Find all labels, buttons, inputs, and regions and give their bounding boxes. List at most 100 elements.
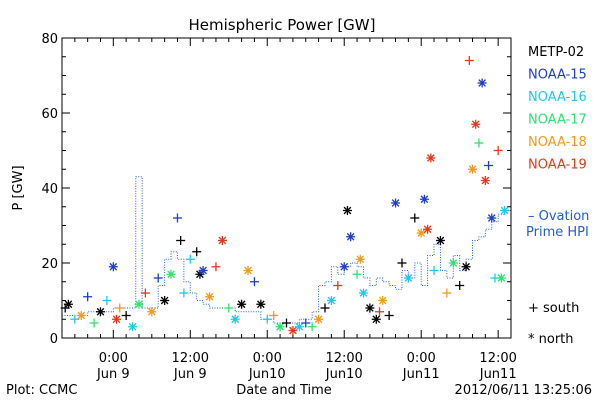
data-point-metp-02	[455, 281, 465, 290]
data-point-metp-02	[256, 299, 266, 309]
ovation-line	[62, 176, 511, 324]
data-point-metp-02	[384, 311, 394, 320]
data-point-noaa-16	[230, 314, 240, 324]
footer-left: Plot: CCMC	[6, 383, 77, 398]
data-point-noaa-15	[477, 78, 487, 88]
legend-item-noaa-19: NOAA-19	[528, 158, 587, 173]
data-point-noaa-18	[378, 296, 388, 305]
data-point-noaa-15	[346, 232, 356, 242]
data-point-noaa-17	[448, 258, 458, 268]
data-point-noaa-19	[471, 119, 481, 129]
x-tick-label-time: 12:00	[172, 351, 209, 366]
data-points	[60, 56, 510, 335]
y-tick-label: 80	[41, 32, 58, 47]
data-point-noaa-19	[464, 56, 474, 65]
data-point-noaa-16	[128, 322, 138, 332]
x-tick-label-date: Jun10	[325, 367, 363, 382]
data-point-noaa-19	[112, 314, 122, 324]
data-point-noaa-15	[198, 266, 208, 275]
legend: METP-02 NOAA-15 NOAA-16 NOAA-17 NOAA-18 NOAA-…	[528, 45, 587, 173]
data-point-noaa-19	[480, 176, 490, 185]
data-point-noaa-16	[326, 296, 336, 305]
data-point-noaa-15	[249, 277, 259, 287]
x-tick-label-date: Jun 9	[173, 367, 207, 382]
data-point-noaa-17	[89, 318, 99, 328]
legend-item-noaa-16: NOAA-16	[528, 90, 587, 105]
data-point-noaa-15	[301, 318, 311, 328]
legend-item-noaa-17: NOAA-17	[528, 113, 587, 128]
data-point-noaa-19	[211, 262, 221, 272]
marker-south-label: + south	[528, 301, 579, 316]
x-tick-label-date: Jun10	[248, 367, 286, 382]
footer-right: 2012/06/11 13:25:06	[455, 383, 592, 398]
data-point-noaa-15	[153, 273, 163, 283]
data-point-metp-02	[342, 206, 352, 215]
data-point-metp-02	[192, 247, 202, 257]
data-point-noaa-17	[352, 269, 362, 279]
y-tick-label: 0	[50, 332, 58, 347]
data-point-noaa-15	[339, 262, 349, 272]
data-point-noaa-19	[423, 224, 433, 234]
marker-north-label: * north	[528, 332, 574, 347]
x-tick-label-date: Jun11	[402, 367, 440, 382]
data-point-noaa-19	[375, 307, 385, 317]
data-point-metp-02	[410, 213, 420, 223]
data-point-noaa-16	[500, 206, 510, 215]
data-point-noaa-19	[288, 326, 298, 335]
ovation-label-line2: Prime HPI	[526, 225, 589, 240]
x-axis-label: Date and Time	[236, 383, 332, 398]
x-tick-label-time: 12:00	[479, 351, 516, 366]
data-point-noaa-16	[403, 273, 413, 283]
data-point-noaa-18	[243, 266, 253, 275]
data-point-metp-02	[237, 299, 247, 309]
data-point-metp-02	[95, 307, 105, 317]
data-point-noaa-16	[179, 288, 189, 298]
y-axis-label: P [GW]	[11, 165, 26, 210]
chart-title: Hemispheric Power [GW]	[189, 16, 376, 34]
data-point-metp-02	[121, 311, 131, 320]
data-point-noaa-16	[294, 322, 304, 332]
legend-item-noaa-18: NOAA-18	[528, 135, 587, 150]
y-tick-label: 40	[41, 182, 58, 197]
data-point-metp-02	[282, 318, 291, 328]
data-point-noaa-19	[140, 288, 150, 298]
x-tick-label-time: 0:00	[99, 351, 128, 366]
data-point-metp-02	[365, 303, 375, 313]
x-tick-label-date: Jun11	[479, 367, 517, 382]
y-tick-label: 60	[41, 107, 58, 122]
x-tick-label-time: 0:00	[407, 351, 436, 366]
data-point-noaa-17	[474, 138, 484, 148]
data-point-noaa-17	[166, 269, 176, 279]
ovation-label-line1: – Ovation	[528, 209, 589, 224]
data-point-noaa-15	[484, 161, 494, 170]
data-point-noaa-18	[416, 228, 426, 238]
data-point-metp-02	[160, 296, 170, 305]
data-point-noaa-19	[426, 153, 436, 163]
y-axis-ticks: 0 20 40 60 80	[41, 32, 511, 347]
data-point-noaa-15	[172, 213, 182, 223]
data-point-metp-02	[176, 236, 186, 245]
ovation-step-line	[62, 176, 511, 324]
data-point-noaa-18	[205, 292, 215, 302]
x-tick-label-date: Jun 9	[96, 367, 130, 382]
data-point-noaa-15	[83, 292, 93, 302]
data-point-noaa-16	[358, 288, 368, 298]
data-point-noaa-18	[468, 164, 478, 174]
data-point-noaa-16	[262, 314, 272, 324]
data-point-noaa-17	[134, 299, 144, 309]
data-point-noaa-18	[442, 288, 452, 298]
data-point-noaa-19	[493, 146, 503, 155]
data-point-noaa-19	[333, 281, 343, 290]
data-point-noaa-16	[102, 296, 112, 305]
legend-item-metp-02: METP-02	[528, 45, 584, 60]
data-point-noaa-15	[487, 213, 497, 223]
x-tick-label-time: 12:00	[325, 351, 362, 366]
data-point-noaa-15	[108, 262, 118, 272]
data-point-noaa-16	[429, 266, 439, 275]
data-point-noaa-18	[355, 254, 365, 264]
data-point-noaa-17	[307, 322, 317, 332]
data-point-noaa-17	[224, 303, 234, 313]
data-point-metp-02	[63, 299, 73, 309]
legend-item-noaa-15: NOAA-15	[528, 68, 587, 83]
